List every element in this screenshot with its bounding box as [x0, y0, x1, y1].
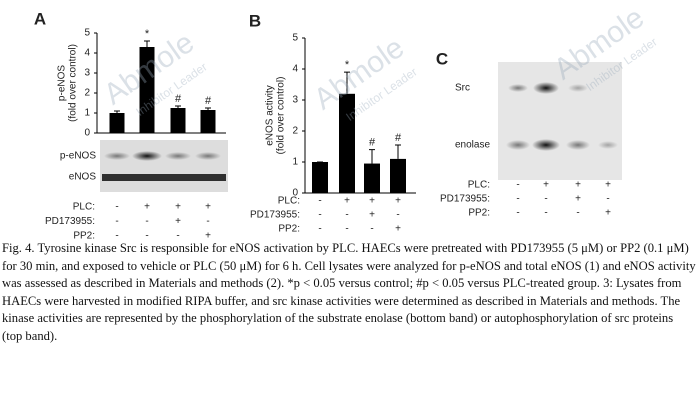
- bar: [139, 47, 155, 133]
- treatment-sign: -: [318, 210, 321, 221]
- band-label: Src: [455, 83, 470, 94]
- treatment-sign: +: [369, 196, 375, 207]
- caption: Fig. 4. Tyrosine kinase Src is responsib…: [2, 241, 696, 343]
- treatment-label: PD173955:: [440, 194, 490, 205]
- treatment-sign: +: [369, 210, 375, 221]
- y-tick-label: 3: [84, 68, 90, 79]
- treatment-label: PLC:: [73, 202, 95, 213]
- annotation: #: [175, 93, 182, 105]
- treatment-sign: -: [544, 208, 547, 219]
- y-axis-label: p-eNOS: [57, 65, 68, 101]
- treatment-sign: -: [115, 216, 118, 227]
- annotation: #: [369, 137, 376, 149]
- treatment-label: PLC:: [468, 180, 490, 191]
- treatment-sign: +: [344, 196, 350, 207]
- blot-a: [100, 140, 228, 192]
- treatment-sign: +: [395, 224, 401, 235]
- y-tick-label: 1: [292, 157, 298, 168]
- treatment-label: PD173955:: [45, 216, 95, 227]
- treatment-sign: +: [543, 180, 549, 191]
- treatment-sign: +: [144, 202, 150, 213]
- y-axis-label: (fold over control): [276, 77, 287, 155]
- error-bar: [114, 110, 120, 113]
- y-axis-label: (fold over control): [68, 44, 79, 122]
- treatment-sign: -: [516, 180, 519, 191]
- treatment-sign: -: [516, 208, 519, 219]
- error-bar: [205, 107, 211, 110]
- bar: [364, 163, 380, 193]
- error-bar: [395, 144, 401, 159]
- y-tick-label: 4: [292, 64, 298, 75]
- bar: [109, 113, 125, 133]
- annotation: *: [345, 59, 350, 71]
- y-tick-label: 4: [84, 48, 90, 59]
- treatment-sign: -: [115, 202, 118, 213]
- treatment-sign: +: [395, 196, 401, 207]
- treatment-sign: -: [206, 216, 209, 227]
- treatment-sign: -: [516, 194, 519, 205]
- bar: [312, 162, 328, 193]
- annotation: *: [145, 28, 150, 40]
- band-label: eNOS: [69, 172, 97, 183]
- error-bar: [175, 105, 181, 108]
- treatment-label: PP2:: [278, 224, 300, 235]
- y-axis-label: eNOS activity: [265, 85, 276, 146]
- band-label: enolase: [455, 140, 490, 151]
- bar: [339, 93, 355, 193]
- panel-label: B: [249, 11, 261, 30]
- annotation: #: [395, 132, 402, 144]
- treatment-label: PP2:: [468, 208, 490, 219]
- treatment-sign: +: [175, 202, 181, 213]
- treatment-sign: -: [318, 196, 321, 207]
- y-tick-label: 3: [292, 95, 298, 106]
- treatment-sign: -: [145, 216, 148, 227]
- panel-label: C: [436, 49, 448, 68]
- treatment-sign: +: [605, 180, 611, 191]
- y-tick-label: 5: [292, 33, 298, 44]
- treatment-sign: +: [605, 208, 611, 219]
- y-tick-label: 0: [84, 128, 90, 139]
- annotation: #: [205, 95, 212, 107]
- bar: [200, 110, 216, 133]
- treatment-label: PP2:: [73, 231, 95, 240]
- treatment-sign: -: [544, 194, 547, 205]
- treatment-sign: -: [396, 210, 399, 221]
- y-tick-label: 1: [84, 108, 90, 119]
- treatment-sign: -: [370, 224, 373, 235]
- panel-label: A: [34, 9, 46, 28]
- error-bar: [144, 40, 150, 47]
- bar: [170, 108, 186, 133]
- treatment-label: PLC:: [278, 196, 300, 207]
- treatment-sign: +: [175, 216, 181, 227]
- treatment-sign: -: [345, 224, 348, 235]
- treatment-sign: -: [176, 231, 179, 240]
- error-bar: [369, 149, 375, 164]
- treatment-sign: +: [205, 202, 211, 213]
- treatment-sign: -: [318, 224, 321, 235]
- y-tick-label: 5: [84, 28, 90, 39]
- y-tick-label: 2: [84, 88, 90, 99]
- error-bar: [344, 71, 350, 94]
- treatment-sign: +: [575, 194, 581, 205]
- y-tick-label: 0: [292, 188, 298, 199]
- y-tick-label: 2: [292, 126, 298, 137]
- treatment-sign: -: [145, 231, 148, 240]
- treatment-sign: -: [606, 194, 609, 205]
- treatment-sign: -: [576, 208, 579, 219]
- treatment-sign: -: [115, 231, 118, 240]
- band-label: p-eNOS: [60, 151, 96, 162]
- treatment-sign: +: [575, 180, 581, 191]
- treatment-label: PD173955:: [250, 210, 300, 221]
- bar: [390, 158, 406, 193]
- blot-c: [498, 62, 622, 180]
- treatment-sign: +: [205, 231, 211, 240]
- treatment-sign: -: [345, 210, 348, 221]
